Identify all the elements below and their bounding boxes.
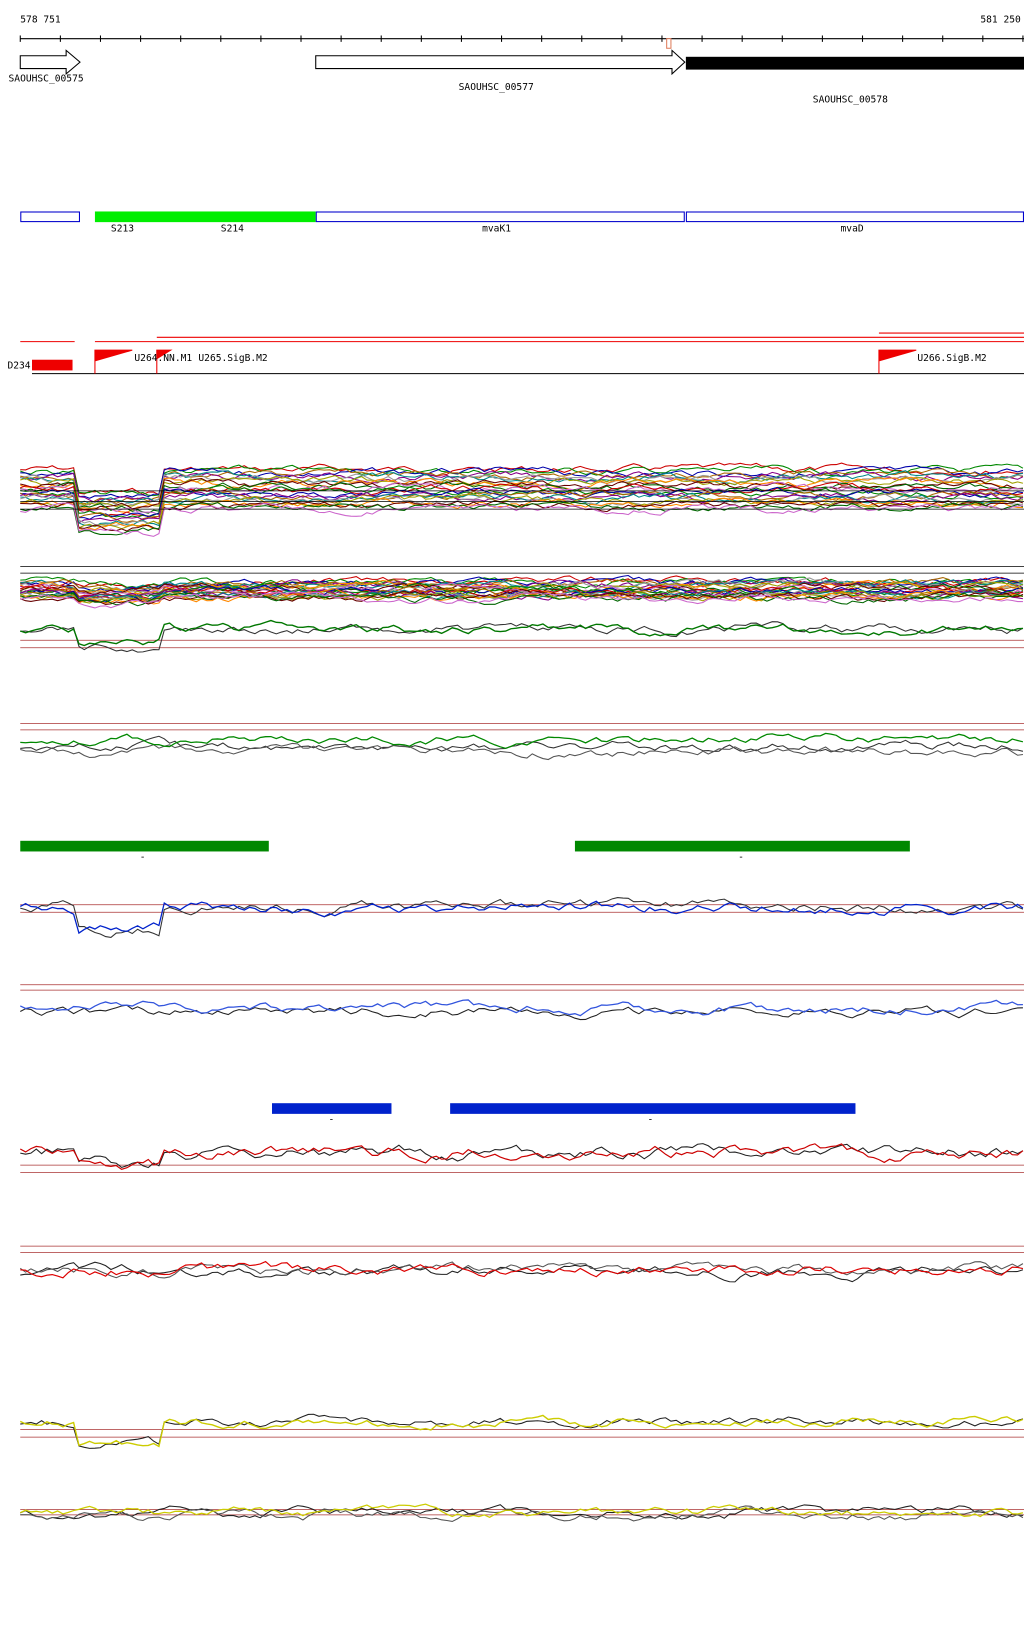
feature-label: mvaK1 — [482, 224, 511, 235]
signal-line — [20, 463, 1024, 497]
signal-line — [20, 588, 1024, 601]
segment-bar — [20, 840, 269, 852]
segment-bar — [450, 1103, 856, 1114]
signal-line — [20, 1260, 1024, 1279]
feature-label: mvaD — [841, 224, 864, 235]
signal-line — [19, 900, 1024, 935]
signal-line — [20, 588, 1024, 605]
signal-line — [19, 1414, 1024, 1448]
feature-box — [20, 211, 80, 223]
signal-line — [20, 591, 1024, 607]
marker — [666, 38, 672, 49]
signal-line — [20, 481, 1023, 514]
promoter-label: D234 — [7, 360, 30, 371]
signal-line — [20, 502, 1023, 537]
segment-label: - — [738, 852, 744, 863]
signal-line — [20, 590, 1024, 604]
signal-line — [20, 1413, 1024, 1449]
ruler-end: 581 250 — [980, 15, 1021, 26]
promoter-flag — [878, 349, 917, 374]
ruler-ticks — [19, 35, 1024, 42]
promoter-label: U265.SigB.M2 — [198, 353, 267, 364]
segment-label: - — [329, 1114, 335, 1125]
signal-line — [19, 999, 1023, 1017]
signal-line — [19, 1143, 1024, 1170]
signal-line — [20, 462, 1024, 496]
signal-line — [19, 1261, 1024, 1279]
signal-line — [20, 1504, 1023, 1520]
signal-line — [19, 1503, 1024, 1518]
feature-label: S214 — [221, 224, 244, 235]
signal-line — [20, 1143, 1024, 1169]
gene-block — [685, 56, 1024, 70]
signal-line — [20, 493, 1023, 526]
signal-line — [20, 500, 1024, 532]
feature-box — [94, 211, 316, 223]
gene-label: SAOUHSC_00575 — [9, 73, 84, 84]
signal-line — [20, 493, 1023, 530]
signal-line — [20, 621, 1024, 653]
segment-label: - — [140, 852, 146, 863]
segment-bar — [272, 1103, 392, 1114]
promoter-block — [32, 359, 73, 371]
signal-line — [20, 470, 1024, 505]
gene-arrow — [19, 49, 81, 76]
signal-line — [20, 475, 1024, 508]
signal-line — [20, 464, 1024, 499]
segment-label: - — [647, 1114, 653, 1125]
signal-line — [20, 1505, 1024, 1522]
promoter-label: U264.NN.M1 — [134, 353, 192, 364]
signal-line — [20, 1261, 1024, 1283]
ruler-start: 578 751 — [20, 15, 61, 26]
promoter-lines — [20, 332, 1024, 343]
signal-line — [20, 501, 1024, 536]
promoter-label: U266.SigB.M2 — [917, 353, 986, 364]
signal-tracks — [19, 462, 1024, 1522]
feature-box — [685, 211, 1024, 223]
signal-line — [20, 1004, 1023, 1021]
gene-label: SAOUHSC_00577 — [459, 82, 534, 93]
feature-box — [315, 211, 685, 223]
signal-line — [20, 732, 1024, 749]
signal-line — [20, 897, 1024, 939]
signal-line — [20, 742, 1024, 761]
gene-arrow — [315, 49, 686, 76]
gene-label: SAOUHSC_00578 — [813, 95, 888, 106]
signal-line — [20, 591, 1023, 609]
signal-line — [20, 473, 1023, 507]
feature-label: S213 — [111, 224, 134, 235]
segment-bar — [574, 840, 910, 852]
signal-line — [20, 487, 1023, 523]
signal-line — [20, 619, 1023, 647]
promoter-flag — [156, 349, 173, 374]
promoter-flag — [94, 349, 133, 374]
